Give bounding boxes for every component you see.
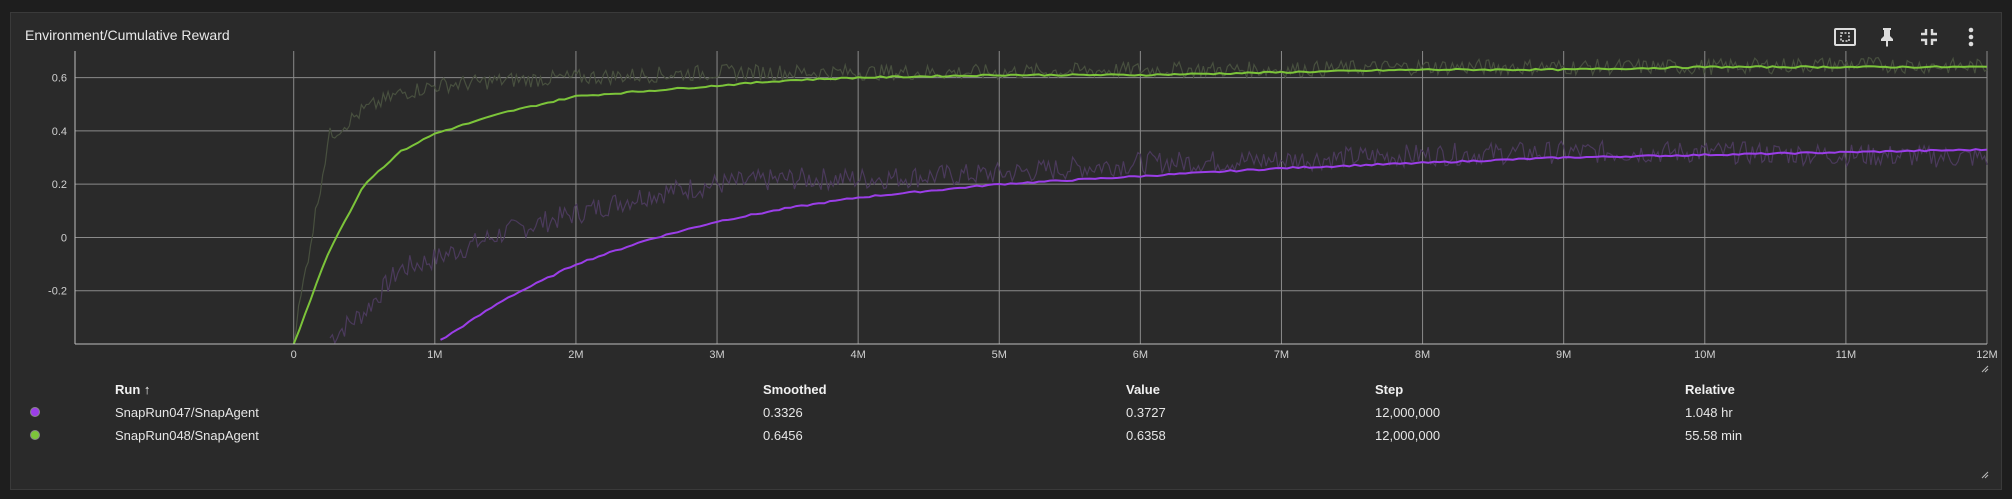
x-tick-label: 10M [1694,349,1715,361]
x-tick-label: 4M [851,349,866,361]
step-value: 12,000,000 [1375,428,1441,443]
smoothed-series-line [440,148,1988,341]
fit-to-data-icon [1834,28,1856,46]
raw-series [293,56,1988,345]
fit-to-data-button[interactable] [1833,25,1857,49]
smoothed-series [292,65,1988,345]
collapse-button[interactable] [1917,25,1941,49]
smoothed-value: 0.6456 [763,428,803,443]
header-run[interactable]: Run ↑ [115,382,151,397]
table-header: Run ↑ Smoothed Value Step Relative [11,379,2001,401]
y-tick-label: 0.4 [52,126,67,138]
grid [75,51,1988,344]
smoothed-value: 0.3326 [763,405,803,420]
y-tick-label: 0.2 [52,179,67,191]
more-options-button[interactable] [1959,25,1983,49]
x-tick-label: 8M [1415,349,1430,361]
table-row: SnapRun048/SnapAgent 0.6456 0.6358 12,00… [11,425,2001,447]
pin-icon [1881,28,1893,47]
table-resize-handle-icon[interactable] [1981,471,1989,479]
raw-value: 0.6358 [1126,428,1166,443]
relative-time: 1.048 hr [1685,405,1733,420]
pin-button[interactable] [1875,25,1899,49]
header-value[interactable]: Value [1126,382,1160,397]
header-smoothed[interactable]: Smoothed [763,382,827,397]
x-tick-label: 0 [291,349,297,361]
smoothed-series-line [292,65,1988,345]
more-vert-icon [1968,27,1974,47]
relative-time: 55.58 min [1685,428,1743,443]
collapse-icon [1921,29,1937,45]
y-tick-label: 0 [61,232,67,244]
step-value: 12,000,000 [1375,405,1441,420]
raw-value: 0.3727 [1126,405,1166,420]
x-tick-label: 2M [568,349,583,361]
x-tick-label: 6M [1133,349,1148,361]
card-toolbar [1833,25,1983,49]
run-color-dot[interactable] [30,407,40,417]
raw-series-line [329,139,1988,345]
header-step[interactable]: Step [1375,382,1404,397]
run-name: SnapRun048/SnapAgent [115,428,259,443]
x-tick-label: 5M [992,349,1007,361]
x-tick-label: 12M [1976,349,1997,361]
table-row: SnapRun047/SnapAgent 0.3326 0.3727 12,00… [11,402,2001,424]
y-tick-label: -0.2 [48,286,67,298]
x-tick-label: 7M [1274,349,1289,361]
run-name: SnapRun047/SnapAgent [115,405,259,420]
x-tick-label: 3M [709,349,724,361]
y-tick-label: 0.6 [52,73,67,85]
run-color-dot[interactable] [30,430,40,440]
chart-resize-handle-icon[interactable] [1981,365,1989,373]
card-title: Environment/Cumulative Reward [25,27,230,43]
x-tick-label: 11M [1836,349,1857,361]
axes: 0 1M 2M 3M 4M 5M 6M 7M 8M 9M 10M 11M 12M -0.2 0 0.2 0.4 0… [48,51,1998,361]
x-tick-label: 1M [427,349,442,361]
raw-series-line [293,56,1988,345]
header-relative[interactable]: Relative [1685,382,1735,397]
line-chart[interactable]: 0 1M 2M 3M 4M 5M 6M 7M 8M 9M 10M 11M 12M -0.2 0 0.2 0.4 0… [11,13,2001,373]
x-tick-label: 9M [1556,349,1571,361]
scalar-card: Environment/Cumulative Reward [10,12,2002,490]
